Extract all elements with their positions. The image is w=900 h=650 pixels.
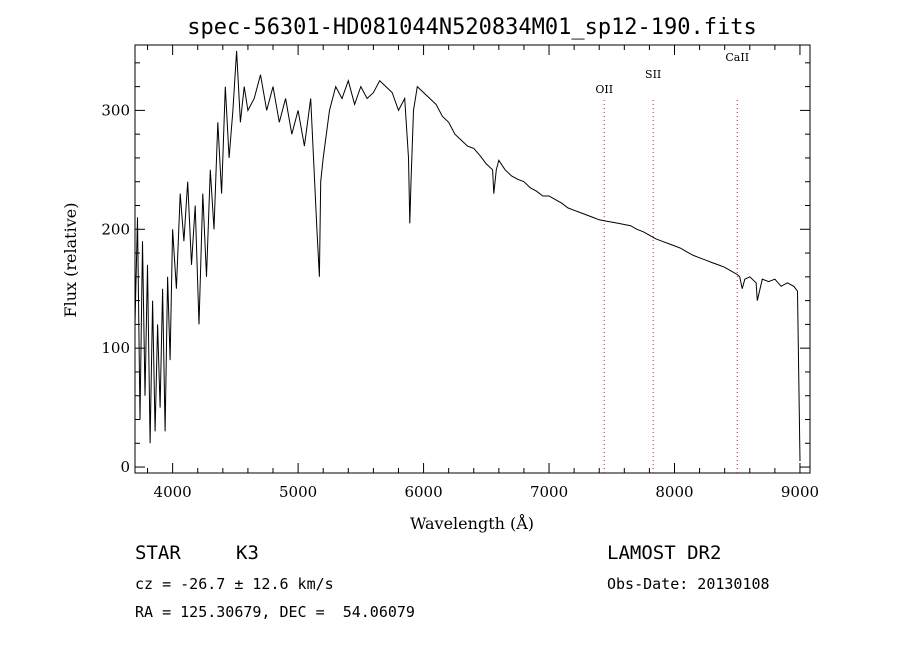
object-subclass: K3	[236, 542, 259, 564]
plot-area: OII SII CaII 4000 5000 6000 7000 8000 9000 0 100…	[101, 44, 819, 501]
x-tick-label: 4000	[154, 483, 192, 501]
y-axis-ticks: 0 100 200 300	[101, 62, 810, 476]
y-tick-label: 300	[101, 101, 130, 119]
y-tick-label: 200	[101, 220, 130, 238]
observation-date: Obs-Date: 20130108	[607, 575, 770, 593]
spectrum-series	[134, 50, 801, 462]
x-tick-label: 6000	[404, 483, 442, 501]
spectrum-line	[134, 50, 801, 462]
x-tick-label: 8000	[655, 483, 693, 501]
x-axis-ticks: 4000 5000 6000 7000 8000 9000	[147, 45, 819, 501]
survey-name: LAMOST DR2	[607, 542, 722, 564]
y-axis-label: Flux (relative)	[61, 203, 80, 318]
line-label-sii: SII	[645, 68, 661, 81]
redshift-velocity: cz = -26.7 ± 12.6 km/s	[135, 575, 334, 593]
y-tick-label: 100	[101, 339, 130, 357]
x-tick-label: 9000	[781, 483, 819, 501]
y-tick-label: 0	[120, 458, 130, 476]
sky-coordinates: RA = 125.30679, DEC = 54.06079	[135, 603, 415, 621]
line-label-caii: CaII	[725, 51, 749, 64]
x-axis-label: Wavelength (Å)	[410, 513, 534, 533]
x-tick-label: 7000	[530, 483, 568, 501]
spectral-line-markers: OII SII CaII	[595, 51, 749, 473]
line-label-oii: OII	[595, 83, 613, 96]
object-type: STAR	[135, 542, 181, 564]
plot-frame	[134, 44, 811, 474]
x-tick-label: 5000	[279, 483, 317, 501]
chart-title: spec-56301-HD081044N520834M01_sp12-190.f…	[187, 15, 757, 40]
